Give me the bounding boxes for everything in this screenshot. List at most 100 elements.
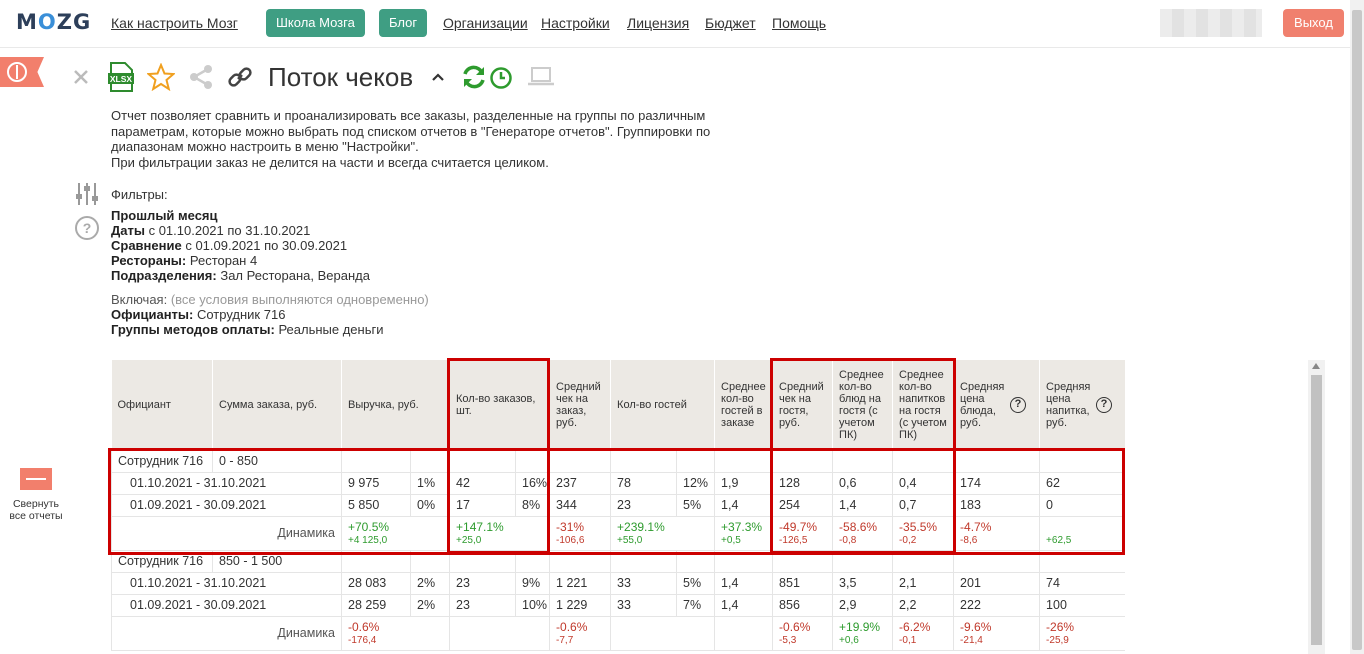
dynamics-percent: -35.5%: [899, 519, 938, 534]
orders-cell: 23: [449, 571, 517, 595]
top-navigation: MOZG Как настроить Мозг Школа Мозга Блог…: [0, 0, 1364, 48]
avg-check-cell: 1 229: [549, 593, 612, 617]
dynamics-delta: +4 125,0: [348, 534, 388, 546]
dynamics-delta: -126,5: [779, 534, 808, 546]
logout-button[interactable]: Выход: [1283, 9, 1344, 37]
dyn-avg-guest-check-cell: -0.6% -5,3: [772, 615, 834, 651]
avg-drinks-cell: 0,7: [892, 493, 955, 517]
th-avg-dish-price[interactable]: Средняя цена блюда, руб.?: [953, 360, 1041, 450]
brain-ribbon[interactable]: [0, 57, 44, 87]
dynamics-label: Динамика: [111, 515, 342, 551]
page-scrollbar[interactable]: [1350, 0, 1364, 654]
group-header-row[interactable]: Сотрудник 716 0 - 850: [111, 449, 1125, 473]
th-avg-guests[interactable]: Среднее кол-во гостей в заказе: [714, 360, 774, 450]
refresh-icon[interactable]: [461, 64, 487, 90]
scroll-up-arrow-icon[interactable]: [1312, 363, 1320, 369]
school-button[interactable]: Школа Мозга: [266, 9, 365, 37]
orders-pct-cell: 8%: [515, 493, 551, 517]
dynamics-row: Динамика +70.5% +4 125,0 +147.1% +25,0 -31…: [111, 515, 1125, 551]
svg-text:XLSX: XLSX: [110, 74, 133, 84]
revenue-pct-cell: 1%: [409, 471, 451, 495]
report-table-container[interactable]: Официант Сумма заказа, руб. Выручка, руб…: [111, 360, 1125, 654]
dynamics-delta: +0,5: [721, 534, 741, 546]
help-icon[interactable]: ?: [74, 215, 100, 241]
report-description: Отчет позволяет сравнить и проанализиров…: [111, 108, 711, 170]
th-order-sum[interactable]: Сумма заказа, руб.: [212, 360, 342, 450]
dyn-avg-dishes-cell: -58.6% -0,8: [832, 515, 894, 551]
th-orders[interactable]: Кол-во заказов, шт.: [449, 360, 551, 450]
avg-drink-price-cell: 62: [1039, 471, 1125, 495]
dynamics-percent: +147.1%: [456, 519, 504, 534]
table-row: 01.09.2021 - 30.09.2021 5 850 0% 17 8% 3…: [111, 493, 1125, 517]
nav-link-organizations[interactable]: Организации: [443, 15, 528, 31]
th-avg-check[interactable]: Средний чек на заказ, руб.: [549, 360, 612, 450]
avg-dishes-cell: 3,5: [832, 571, 894, 595]
orders-cell: 23: [449, 593, 517, 617]
nav-link-how-to-setup[interactable]: Как настроить Мозг: [111, 15, 238, 31]
filter-sliders-icon[interactable]: [74, 181, 100, 207]
nav-link-budget[interactable]: Бюджет: [705, 15, 756, 31]
collapse-all-reports[interactable]: Свернуть все отчеты: [0, 468, 72, 522]
dynamics-label: Динамика: [111, 615, 342, 651]
nav-link-license[interactable]: Лицензия: [627, 15, 690, 31]
dyn-avg-check-cell: -0.6% -7,7: [549, 615, 612, 651]
guests-pct-cell: 5%: [676, 493, 716, 517]
dynamics-delta: -7,7: [556, 634, 574, 646]
laptop-icon[interactable]: [527, 66, 555, 88]
dyn-avg-drinks-cell: -35.5% -0,2: [892, 515, 955, 551]
revenue-cell: 28 083: [341, 571, 411, 595]
group-header-row[interactable]: Сотрудник 716 850 - 1 500: [111, 549, 1125, 573]
page-scrollbar-thumb[interactable]: [1352, 10, 1362, 650]
dynamics-percent: -4.7%: [960, 519, 992, 534]
avg-guests-cell: 1,9: [714, 471, 774, 495]
th-guests[interactable]: Кол-во гостей: [610, 360, 716, 450]
th-avg-guest-check[interactable]: Средний чек на гостя, руб.: [772, 360, 834, 450]
table-scrollbar[interactable]: [1308, 360, 1325, 654]
period-cell: 01.10.2021 - 31.10.2021: [111, 471, 342, 495]
clock-icon[interactable]: [489, 66, 513, 90]
dyn-guests-cell: +239.1% +55,0: [610, 515, 716, 551]
dynamics-percent: -0.6%: [779, 619, 811, 634]
brain-icon: [7, 62, 27, 82]
nav-link-settings[interactable]: Настройки: [541, 15, 610, 31]
th-revenue[interactable]: Выручка, руб.: [341, 360, 451, 450]
avg-guest-check-cell: 851: [772, 571, 834, 595]
revenue-pct-cell: 0%: [409, 493, 451, 517]
th-avg-dishes[interactable]: Среднее кол-во блюд на гостя (с учетом П…: [832, 360, 894, 450]
period-cell: 01.09.2021 - 30.09.2021: [111, 593, 342, 617]
close-icon[interactable]: [72, 68, 90, 86]
user-account-blurred[interactable]: [1160, 9, 1262, 37]
share-icon[interactable]: [188, 64, 214, 90]
avg-guest-check-cell: 856: [772, 593, 834, 617]
chevron-up-icon[interactable]: [431, 71, 445, 83]
orders-pct-cell: 10%: [515, 593, 551, 617]
link-icon[interactable]: [227, 64, 253, 90]
nav-link-help[interactable]: Помощь: [772, 15, 827, 31]
avg-dish-price-cell: 201: [953, 571, 1041, 595]
dynamics-delta: +55,0: [617, 534, 643, 546]
avg-dish-price-cell: 174: [953, 471, 1041, 495]
table-scrollbar-thumb[interactable]: [1311, 375, 1322, 645]
th-avg-drinks[interactable]: Среднее кол-во напитков на гостя (с учет…: [892, 360, 955, 450]
th-avg-drink-price[interactable]: Средняя цена напитка, руб.?: [1039, 360, 1125, 450]
avg-guests-cell: 1,4: [714, 571, 774, 595]
mozg-logo[interactable]: MOZG: [16, 10, 92, 34]
blog-button[interactable]: Блог: [379, 9, 428, 37]
table-row: 01.09.2021 - 30.09.2021 28 259 2% 23 10%…: [111, 593, 1125, 617]
th-waiter[interactable]: Официант: [111, 360, 213, 450]
xlsx-icon[interactable]: XLSX: [107, 62, 135, 92]
dynamics-percent: -58.6%: [839, 519, 878, 534]
group-range: 0 - 850: [212, 449, 342, 473]
dynamics-delta: -0,8: [839, 534, 857, 546]
help-icon[interactable]: ?: [1010, 396, 1027, 413]
dyn-avg-drink-price-cell: -26% -25,9: [1039, 615, 1125, 651]
dynamics-percent: +19.9%: [839, 619, 881, 634]
filter-period: Прошлый месяц: [111, 208, 218, 223]
dynamics-percent: +37.3%: [721, 519, 763, 534]
dyn-avg-dishes-cell: +19.9% +0,6: [832, 615, 894, 651]
dynamics-row: Динамика -0.6% -176,4 -0.6% -7,7 -0.6% -5,3…: [111, 615, 1125, 651]
star-icon[interactable]: [147, 63, 175, 91]
guests-pct-cell: 7%: [676, 593, 716, 617]
help-icon[interactable]: ?: [1096, 396, 1113, 413]
dynamics-percent: -6.2%: [899, 619, 931, 634]
